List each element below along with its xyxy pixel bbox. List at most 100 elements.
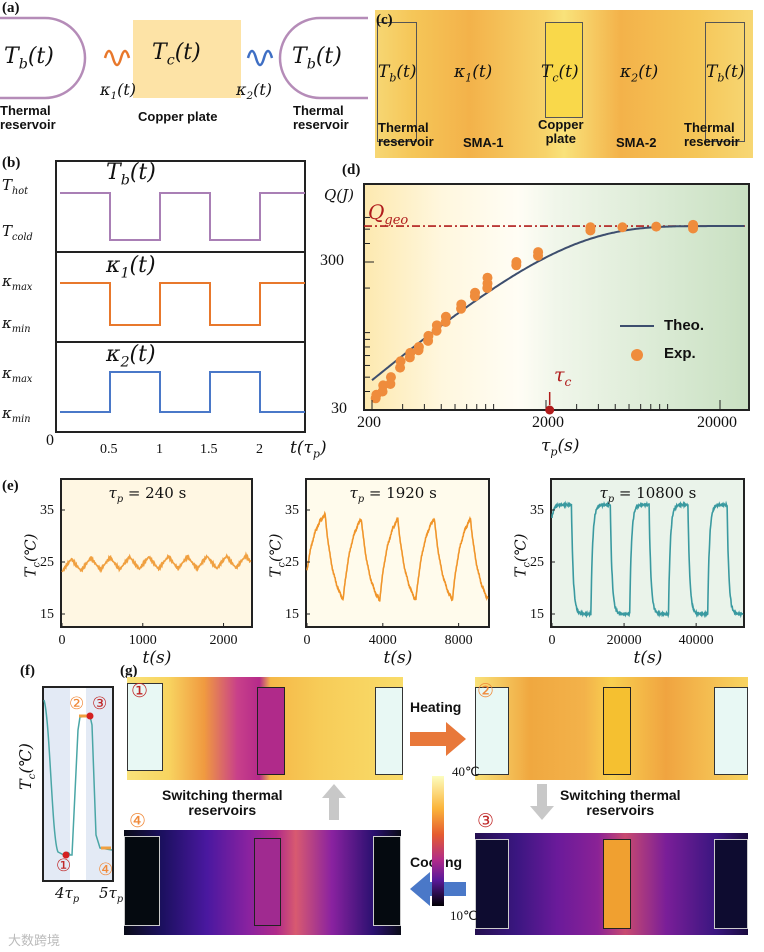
- e-xtick-label: 0: [548, 633, 556, 648]
- legend-theory-label: Theo.: [664, 317, 704, 334]
- label-tc: Tc(t): [152, 40, 201, 69]
- d-xtick: 2000: [532, 414, 564, 431]
- d-exp-point: [413, 341, 424, 352]
- g-state-4: ④: [129, 811, 147, 832]
- e-ytick-label: 15: [530, 607, 544, 622]
- chart-e3-plot: [550, 500, 744, 628]
- e-title: τp = 240 s: [108, 484, 187, 505]
- d-exp-point: [395, 356, 406, 367]
- thermal-image-state-1: [127, 677, 403, 780]
- d-ytick: 300: [320, 252, 344, 269]
- chart-d-plot: [364, 216, 748, 415]
- colorbar: [432, 776, 444, 906]
- label-copper-plate: Copper plate: [138, 109, 218, 124]
- d-xtick: 20000: [697, 414, 737, 431]
- panel-label-e: (e): [2, 478, 19, 494]
- e-ytick-label: 35: [530, 503, 544, 518]
- d-tauc-marker: [545, 405, 555, 415]
- b-x0-label: 0: [46, 432, 54, 449]
- b-xlabel: t(τp): [290, 438, 327, 461]
- e-ytick-label: 15: [285, 607, 299, 622]
- c-label-k2: κ2(t): [620, 62, 659, 85]
- switch-down-arrow-icon: [530, 784, 554, 820]
- d-ytick: 30: [331, 400, 347, 417]
- b-ylabel-k1max: κmax: [2, 272, 33, 293]
- chart-f-plot: [43, 699, 113, 859]
- f-state-1: ①: [56, 856, 72, 875]
- divider: [55, 251, 306, 253]
- e-ylabel: Tc(℃): [21, 533, 43, 578]
- copper-plate-shape: [133, 20, 241, 98]
- c-label-sma2: SMA-2: [616, 135, 657, 150]
- c-label-tb-left: Tb(t): [378, 62, 417, 85]
- e-xtick-label: 2000: [209, 633, 238, 648]
- e-series-line: [551, 500, 744, 619]
- c-label-reservoir-left: Thermal reservoir: [378, 120, 434, 150]
- c-label-tb-right: Tb(t): [706, 62, 745, 85]
- b-ylabel-k2max: κmax: [2, 364, 33, 385]
- d-exp-point: [470, 287, 481, 298]
- b-xtick: 0.5: [100, 442, 118, 457]
- e-xlabel: t(s): [383, 648, 413, 668]
- e-xtick-label: 1000: [128, 633, 157, 648]
- d-tauc-label: τc: [554, 364, 572, 389]
- f-point-3: [86, 712, 94, 720]
- left-reservoir-box: [377, 22, 417, 142]
- b-ylabel-tcold: Tcold: [2, 222, 33, 243]
- e-series-line: [306, 510, 489, 602]
- d-exp-point: [482, 272, 493, 283]
- switch-label-left: Switching thermal reservoirs: [162, 787, 283, 819]
- label-k1: κ1(t): [100, 80, 137, 103]
- panel-label-b: (b): [2, 155, 21, 171]
- b-xtick: 2: [256, 442, 263, 457]
- spring-k1: [103, 49, 131, 67]
- b-ylabel-k1min: κmin: [2, 314, 31, 335]
- e-ytick-label: 35: [40, 503, 54, 518]
- divider: [55, 341, 306, 343]
- d-qgeo-label: Qgeo: [368, 200, 409, 228]
- f-point-1: [62, 851, 70, 859]
- d-exp-point: [405, 347, 416, 358]
- legend-exp-label: Exp.: [664, 345, 696, 362]
- d-exp-point: [440, 311, 451, 322]
- d-ylabel: Q(J): [324, 186, 355, 204]
- b-xtick: 1.5: [200, 442, 218, 457]
- switch-up-arrow-icon: [322, 784, 346, 820]
- label-reservoir-right: Thermal reservoir: [293, 103, 349, 133]
- right-reservoir-box: [705, 22, 745, 142]
- f-state-2: ②: [69, 694, 85, 713]
- b-xtick: 1: [156, 442, 163, 457]
- label-reservoir-left: Thermal reservoir: [0, 103, 56, 133]
- heating-label: Heating: [410, 699, 462, 715]
- chart-e2-plot: [305, 509, 489, 628]
- b-ylabel-k2min: κmin: [2, 404, 31, 425]
- plate-box: [545, 22, 583, 118]
- d-exp-point: [431, 320, 442, 331]
- d-exp-point: [511, 257, 522, 267]
- d-exp-point: [617, 222, 628, 233]
- b-series-k1: [60, 282, 305, 326]
- e-ytick-label: 25: [285, 555, 299, 570]
- chart-e1-frame: [60, 478, 253, 628]
- thermal-image-setup: [375, 10, 753, 158]
- label-k2: κ2(t): [236, 80, 273, 103]
- g-state-1: ①: [131, 681, 149, 702]
- b-series-k2: [60, 371, 305, 413]
- b-ylabel-thot: Thot: [2, 176, 29, 197]
- watermark: 大数跨境: [8, 933, 61, 948]
- d-exp-point: [688, 219, 699, 230]
- chart-b-frame: [55, 160, 306, 433]
- d-exp-point: [533, 247, 544, 258]
- c-label-k1: κ1(t): [454, 62, 493, 85]
- d-exp-point: [585, 222, 596, 233]
- e-xtick-label: 40000: [678, 633, 714, 648]
- panel-label-d: (d): [342, 162, 361, 178]
- colorbar-min-label: 10℃: [450, 908, 478, 923]
- d-exp-point: [385, 372, 396, 383]
- chart-f-frame: [42, 686, 114, 882]
- e-ylabel: Tc(℃): [511, 533, 533, 578]
- g-state-3: ③: [477, 811, 495, 832]
- f-state-4: ④: [98, 860, 114, 879]
- switch-label-right: Switching thermal reservoirs: [560, 787, 681, 819]
- f-xtick-5tp: 5τp: [99, 884, 124, 905]
